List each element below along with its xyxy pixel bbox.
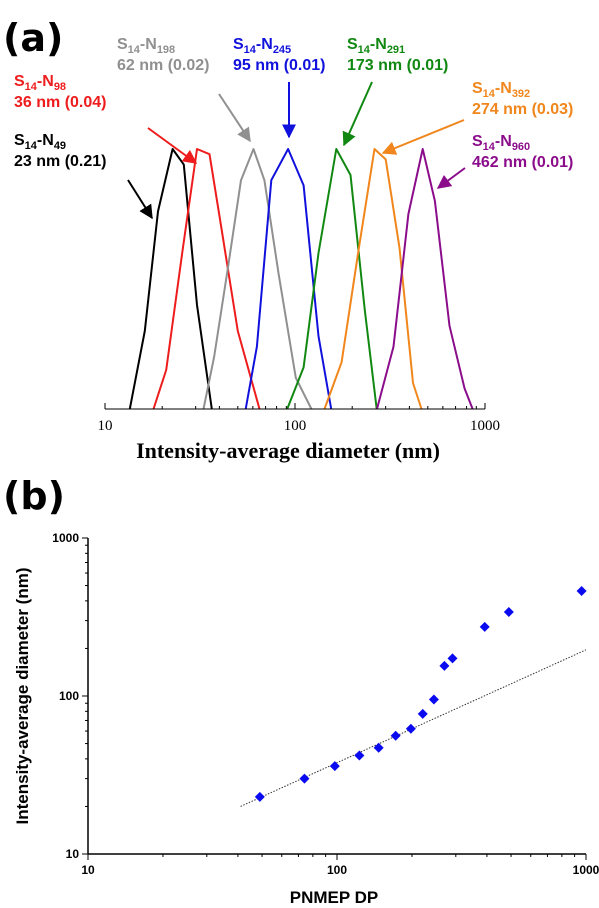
data-point — [428, 694, 439, 705]
arrow-series-4 — [342, 81, 373, 147]
name-sub: 14 — [128, 44, 141, 56]
name-main: S — [233, 36, 244, 53]
name-mid: -N — [370, 36, 387, 53]
series-stats-label: 36 nm (0.04) — [14, 94, 106, 111]
name-sub: 198 — [157, 44, 175, 56]
x-tick-label: 100 — [327, 863, 347, 877]
arrow-series-2 — [218, 93, 251, 143]
y-tick-label: 100 — [59, 689, 79, 703]
arrow-series-0 — [127, 179, 153, 220]
series-stats-label: 274 nm (0.03) — [472, 101, 573, 118]
axes-b: 10 100 1000 10 100 1000 PNMEP DP Intensity-aver… — [13, 531, 599, 907]
x-tick-label: 10 — [81, 863, 95, 877]
data-point — [405, 723, 416, 734]
chart-a: 10 100 1000 Intensity-average diameter (nm)… — [14, 36, 573, 463]
series-stats-label: 173 nm (0.01) — [347, 57, 448, 74]
curve-series-2 — [202, 148, 313, 410]
curve-series-3 — [244, 148, 333, 410]
series-name-label: S14-N98 — [14, 73, 66, 93]
series-name-label: S14-N291 — [347, 36, 405, 56]
name-sub: 14 — [483, 88, 496, 100]
series-stats-label: 95 nm (0.01) — [233, 57, 325, 74]
name-main: S — [347, 36, 358, 53]
panel-a-label: (a) — [3, 16, 64, 60]
data-point — [479, 621, 490, 632]
y-axis-title: Intensity-average diameter (nm) — [13, 568, 32, 825]
name-main: S — [472, 133, 483, 150]
arrow-series-5 — [381, 119, 465, 155]
x-tick-label: 1000 — [470, 418, 500, 434]
panel-b-label: (b) — [3, 474, 65, 518]
name-sub: 291 — [387, 44, 405, 56]
curve-series-6 — [376, 148, 474, 410]
curve-series-1 — [152, 148, 261, 410]
data-point — [390, 730, 401, 741]
series-name-label: S14-N392 — [472, 80, 530, 100]
curve-series-4 — [286, 148, 378, 410]
name-sub: 14 — [244, 44, 257, 56]
x-axis-title: PNMEP DP — [290, 888, 379, 907]
name-sub: 98 — [54, 81, 66, 93]
name-sub: 14 — [483, 141, 496, 153]
x-axis-title: Intensity-average diameter (nm) — [136, 438, 440, 463]
data-point — [254, 791, 265, 802]
name-mid: -N — [140, 36, 157, 53]
name-sub: 14 — [25, 81, 38, 93]
name-sub: 960 — [512, 141, 530, 153]
data-point — [503, 607, 514, 618]
name-mid: -N — [37, 73, 54, 90]
distribution-curves — [128, 148, 474, 410]
data-point — [576, 585, 587, 596]
series-name-label: S14-N245 — [233, 36, 291, 56]
series-stats-label: 462 nm (0.01) — [472, 154, 573, 171]
name-mid: -N — [495, 80, 512, 97]
data-point — [447, 653, 458, 664]
data-point — [299, 773, 310, 784]
name-mid: -N — [37, 132, 54, 149]
name-mid: -N — [495, 133, 512, 150]
curve-series-0 — [128, 148, 213, 410]
name-mid: -N — [256, 36, 273, 53]
scatter-points — [254, 585, 587, 802]
x-axis-a: 10 100 1000 Intensity-average diameter (nm) — [98, 403, 500, 463]
data-point — [373, 742, 384, 753]
x-tick-label: 10 — [98, 418, 113, 434]
arrow-series-1 — [147, 127, 198, 164]
series-name-label: S14-N198 — [117, 36, 175, 56]
data-point — [329, 761, 340, 772]
series-stats-label: 62 nm (0.02) — [117, 57, 209, 74]
series-name-label: S14-N960 — [472, 133, 530, 153]
y-tick-label: 10 — [66, 847, 80, 861]
arrow-series-6 — [436, 167, 466, 189]
series-name-label: S14-N49 — [14, 132, 66, 152]
name-main: S — [14, 132, 25, 149]
name-sub: 245 — [273, 44, 291, 56]
x-tick-label: 1000 — [573, 863, 599, 877]
name-main: S — [117, 36, 128, 53]
data-point — [439, 660, 450, 671]
name-sub: 14 — [25, 140, 38, 152]
data-point — [417, 708, 428, 719]
name-main: S — [14, 73, 25, 90]
name-sub: 392 — [512, 88, 530, 100]
series-stats-label: 23 nm (0.21) — [14, 153, 106, 170]
data-point — [354, 750, 365, 761]
name-main: S — [472, 80, 483, 97]
name-sub: 49 — [54, 140, 66, 152]
name-sub: 14 — [358, 44, 371, 56]
y-tick-label: 1000 — [52, 531, 79, 545]
chart-b: 10 100 1000 10 100 1000 PNMEP DP Intensity-aver… — [13, 531, 599, 907]
x-tick-label: 100 — [284, 418, 307, 434]
curve-series-5 — [323, 148, 423, 410]
